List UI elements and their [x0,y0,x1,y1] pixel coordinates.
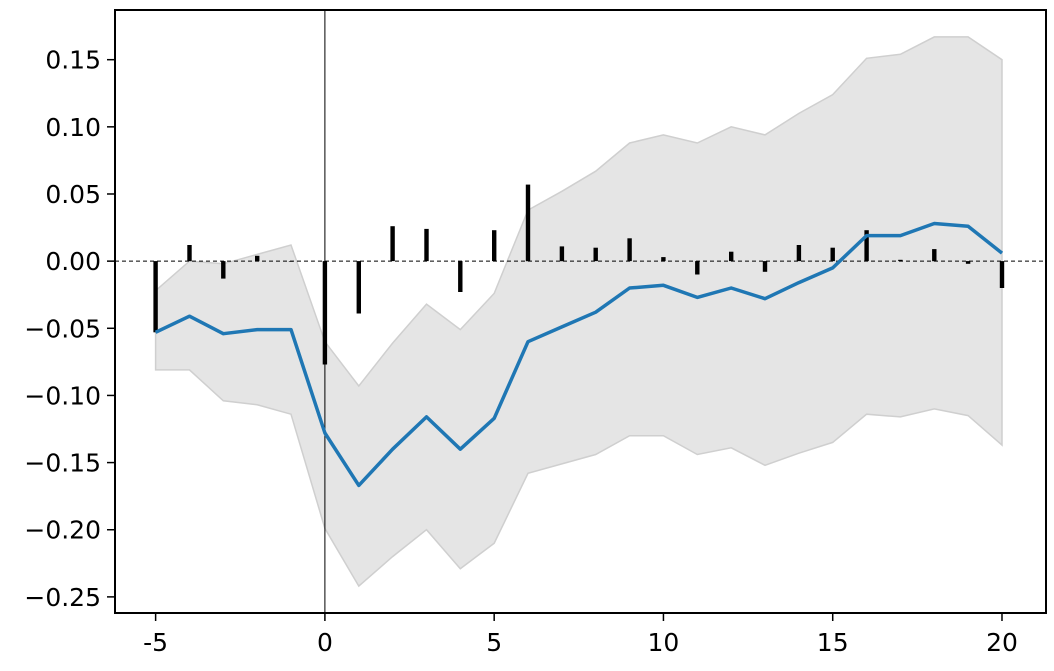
bar-mark [729,251,734,262]
bar-mark [424,228,429,262]
line-layer [154,221,1004,488]
bar-mark [492,230,497,262]
x-tick-label: -5 [143,628,168,657]
bar-mark [525,184,531,262]
x-tick-label: 10 [648,628,680,657]
x-tick-label: 20 [986,628,1018,657]
y-tick-label: −0.05 [24,314,101,343]
bar-mark [898,259,903,262]
x-tick-label: 0 [317,628,333,657]
x-axis: -5 0 5 10 15 20 [143,613,1018,657]
bar-mark [864,230,869,262]
bar-mark [999,261,1005,288]
confidence-band-layer [154,36,1003,588]
y-tick-label: −0.20 [24,516,101,545]
bar-mark [830,247,835,262]
y-tick-label: 0.00 [45,247,101,276]
bar-mark [458,261,463,292]
bar-mark [153,261,158,333]
y-tick-label: 0.10 [45,113,101,142]
y-tick-label: 0.05 [45,180,101,209]
confidence-band [154,36,1003,588]
y-tick-label: 0.15 [45,46,101,75]
y-tick-label: −0.25 [24,583,101,612]
x-tick-label: 15 [817,628,849,657]
y-axis: 0.15 0.10 0.05 0.00 −0.05 −0.10 −0.15 −0.20 −0.2… [24,46,115,612]
bar-mark [762,261,768,272]
y-tick-label: −0.10 [24,381,101,410]
bar-mark [221,261,226,279]
bar-mark [796,245,802,262]
y-tick-label: −0.15 [24,449,101,478]
bar-mark [965,261,971,264]
bar-mark [187,245,192,262]
bar-mark [932,249,937,262]
x-tick-label: 5 [486,628,502,657]
bar-mark [559,246,565,262]
plot-frame [114,9,1047,614]
bar-mark [356,261,361,314]
bar-mark [695,261,700,275]
bar-mark [661,257,666,262]
bar-mark [593,247,598,262]
bar-mark [627,238,632,262]
bar-mark [390,226,395,262]
bar-mark [255,255,260,262]
series-line [154,221,1004,488]
